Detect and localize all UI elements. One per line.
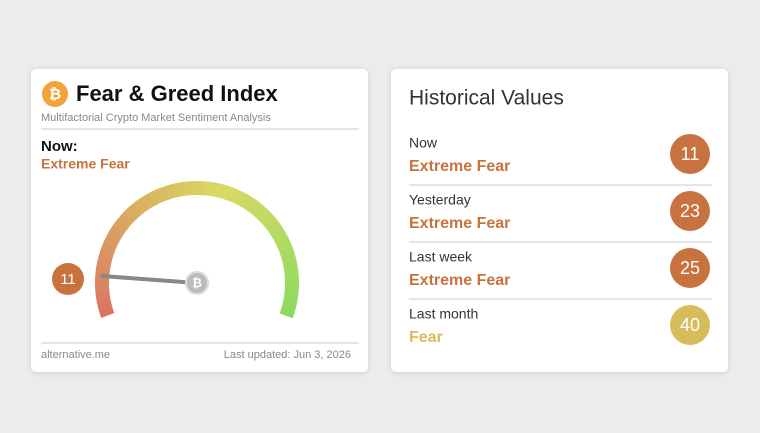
- value-badge-text: 11: [60, 271, 76, 288]
- gauge-arc: [103, 261, 104, 267]
- gauge-arc: [291, 292, 292, 298]
- gauge-arc: [103, 298, 104, 304]
- now-label: Now:: [41, 138, 78, 155]
- gauge-arc: [173, 190, 179, 191]
- row-label: Last month: [409, 306, 478, 322]
- gauge-arc: [249, 203, 254, 207]
- gauge-arc: [145, 200, 150, 203]
- gauge-arc: [203, 188, 209, 189]
- gauge-arc: [102, 267, 103, 273]
- value-badge-text: 40: [680, 315, 700, 335]
- gauge-arc: [209, 189, 215, 190]
- gauge-arc: [286, 310, 288, 316]
- gauge-arc: [161, 193, 167, 195]
- gauge-arc: [290, 262, 291, 268]
- gauge-arc: [288, 256, 290, 262]
- gauge-arc: [119, 223, 123, 228]
- gauge-arc: [136, 207, 141, 211]
- gauge-arc: [179, 189, 185, 190]
- gauge-arc: [271, 224, 275, 229]
- card-title: Fear & Greed Index: [76, 81, 279, 106]
- gauge-arc: [291, 268, 292, 274]
- gauge-arc: [244, 200, 249, 203]
- row-classification: Extreme Fear: [409, 272, 510, 289]
- gauge-arc: [221, 191, 227, 193]
- row-classification: Extreme Fear: [409, 215, 510, 232]
- gauge-arc: [140, 203, 145, 207]
- gauge-arc: [286, 250, 288, 256]
- gauge-arc: [238, 197, 244, 200]
- card-title: Historical Values: [409, 87, 564, 110]
- gauge-arc: [215, 190, 221, 191]
- subtitle: Multifactorial Crypto Market Sentiment A…: [41, 112, 271, 124]
- gauge-arc: [102, 292, 103, 298]
- gauge-arc: [106, 309, 108, 315]
- row-classification: Extreme Fear: [409, 158, 510, 175]
- gauge-arc: [156, 195, 162, 198]
- gauge-arc: [278, 234, 281, 240]
- gauge-arc: [227, 193, 233, 195]
- value-badge-text: 23: [680, 201, 700, 221]
- gauge-arc: [110, 239, 113, 245]
- gauge-arc: [254, 207, 259, 211]
- gauge-arc: [281, 239, 284, 245]
- gauge-arc: [275, 229, 278, 234]
- now-classification: Extreme Fear: [41, 156, 130, 172]
- gauge-arc: [167, 191, 173, 193]
- value-badge-text: 25: [680, 258, 700, 278]
- row-label: Last week: [409, 249, 473, 265]
- row-label: Now: [409, 135, 438, 151]
- value-badge-text: 11: [681, 144, 700, 164]
- source: alternative.me: [41, 349, 110, 361]
- gauge-arc: [104, 255, 106, 261]
- bitcoin-symbol: ₿: [49, 86, 61, 103]
- gauge-arc: [150, 197, 156, 200]
- gauge-arc: [131, 210, 136, 214]
- row-classification: Fear: [409, 329, 443, 346]
- gauge-arc: [104, 304, 106, 310]
- gauge-arc: [127, 214, 131, 219]
- gauge-arc: [284, 244, 286, 250]
- gauge-arc: [113, 233, 116, 239]
- gauge-arc: [123, 219, 127, 224]
- hub-symbol: ₿: [192, 276, 202, 290]
- gauge-arc: [258, 211, 263, 215]
- gauge-arc: [263, 215, 267, 220]
- gauge-arc: [233, 195, 239, 198]
- gauge-arc: [116, 228, 120, 233]
- gauge-arc: [267, 219, 271, 224]
- gauge-arc: [108, 244, 110, 250]
- row-label: Yesterday: [409, 192, 471, 208]
- gauge-arc: [288, 304, 290, 310]
- gauge-arc: [290, 298, 291, 304]
- gauge-arc: [106, 250, 108, 256]
- updated: Last updated: Jun 3, 2026: [224, 349, 351, 361]
- gauge-arc: [185, 188, 191, 189]
